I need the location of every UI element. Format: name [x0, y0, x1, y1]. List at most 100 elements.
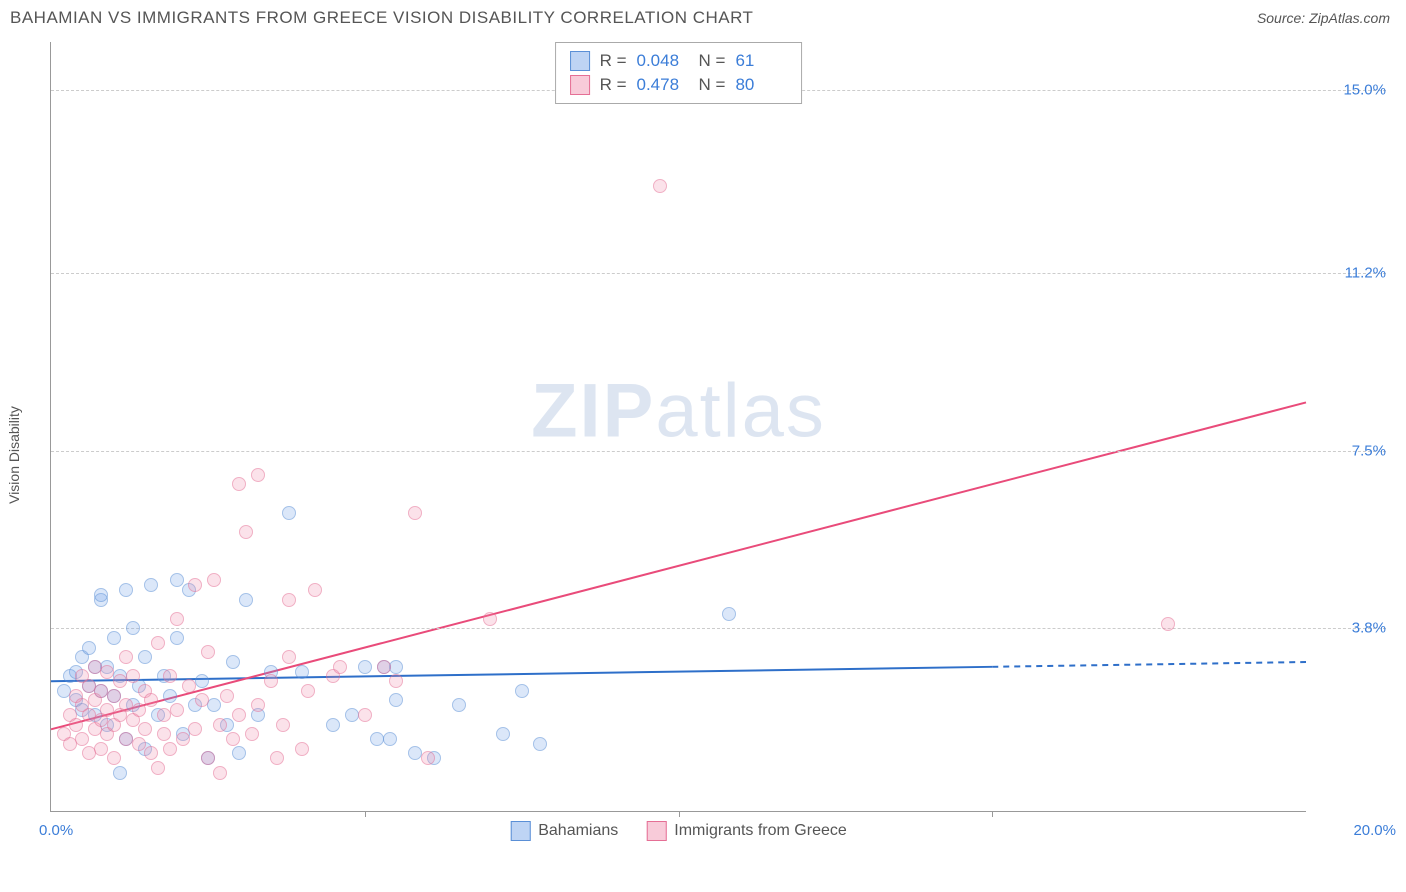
data-point	[251, 698, 265, 712]
data-point	[113, 766, 127, 780]
watermark: ZIPatlas	[531, 368, 826, 455]
data-point	[264, 674, 278, 688]
legend-swatch	[510, 821, 530, 841]
data-point	[270, 751, 284, 765]
data-point	[251, 468, 265, 482]
data-point	[138, 650, 152, 664]
data-point	[232, 708, 246, 722]
data-point	[232, 477, 246, 491]
data-point	[201, 645, 215, 659]
legend-swatch	[646, 821, 666, 841]
data-point	[295, 665, 309, 679]
gridline	[51, 451, 1386, 452]
r-label: R =	[600, 51, 627, 71]
y-tick-label: 11.2%	[1316, 264, 1386, 281]
y-tick-label: 7.5%	[1316, 442, 1386, 459]
trend-lines	[51, 42, 1306, 811]
legend-row: R = 0.048 N = 61	[570, 49, 788, 73]
data-point	[213, 766, 227, 780]
data-point	[301, 684, 315, 698]
legend-label: Immigrants from Greece	[674, 822, 846, 840]
data-point	[100, 665, 114, 679]
legend-swatch	[570, 51, 590, 71]
x-tick	[679, 811, 680, 817]
data-point	[282, 650, 296, 664]
x-tick	[992, 811, 993, 817]
data-point	[188, 722, 202, 736]
data-point	[144, 746, 158, 760]
data-point	[119, 650, 133, 664]
data-point	[82, 641, 96, 655]
data-point	[496, 727, 510, 741]
legend-item: Immigrants from Greece	[646, 821, 846, 841]
data-point	[452, 698, 466, 712]
n-value: 61	[735, 51, 787, 71]
watermark-rest: atlas	[655, 369, 826, 454]
data-point	[421, 751, 435, 765]
r-label: R =	[600, 75, 627, 95]
x-tick-label: 0.0%	[39, 822, 73, 839]
data-point	[377, 660, 391, 674]
data-point	[75, 732, 89, 746]
data-point	[151, 636, 165, 650]
gridline	[51, 273, 1386, 274]
legend-label: Bahamians	[538, 822, 618, 840]
legend-swatch	[570, 75, 590, 95]
data-point	[408, 506, 422, 520]
r-value: 0.478	[637, 75, 689, 95]
plot-area: ZIPatlas R = 0.048 N = 61 R = 0.478 N = …	[50, 42, 1306, 812]
data-point	[358, 660, 372, 674]
data-point	[220, 689, 234, 703]
legend-row: R = 0.478 N = 80	[570, 73, 788, 97]
data-point	[144, 578, 158, 592]
data-point	[170, 631, 184, 645]
data-point	[207, 698, 221, 712]
data-point	[126, 669, 140, 683]
watermark-bold: ZIP	[531, 369, 655, 454]
x-tick	[365, 811, 366, 817]
legend-item: Bahamians	[510, 821, 618, 841]
data-point	[176, 732, 190, 746]
n-value: 80	[735, 75, 787, 95]
n-label: N =	[699, 51, 726, 71]
data-point	[182, 679, 196, 693]
data-point	[282, 593, 296, 607]
data-point	[483, 612, 497, 626]
data-point	[107, 631, 121, 645]
data-point	[722, 607, 736, 621]
chart-header: BAHAMIAN VS IMMIGRANTS FROM GREECE VISIO…	[0, 0, 1406, 32]
data-point	[213, 718, 227, 732]
data-point	[170, 612, 184, 626]
data-point	[126, 621, 140, 635]
y-tick-label: 3.8%	[1316, 620, 1386, 637]
trend-line-dashed	[992, 662, 1306, 667]
x-tick-label: 20.0%	[1353, 822, 1396, 839]
chart-container: Vision Disability ZIPatlas R = 0.048 N =…	[10, 32, 1396, 862]
data-point	[163, 689, 177, 703]
data-point	[94, 588, 108, 602]
data-point	[389, 660, 403, 674]
correlation-legend: R = 0.048 N = 61 R = 0.478 N = 80	[555, 42, 803, 104]
data-point	[132, 737, 146, 751]
data-point	[333, 660, 347, 674]
data-point	[188, 578, 202, 592]
y-tick-label: 15.0%	[1316, 82, 1386, 99]
data-point	[358, 708, 372, 722]
data-point	[170, 703, 184, 717]
source-label: Source: ZipAtlas.com	[1257, 10, 1390, 26]
data-point	[515, 684, 529, 698]
data-point	[170, 573, 184, 587]
data-point	[94, 742, 108, 756]
data-point	[144, 693, 158, 707]
data-point	[308, 583, 322, 597]
y-axis-label: Vision Disability	[6, 406, 22, 504]
data-point	[295, 742, 309, 756]
data-point	[157, 727, 171, 741]
r-value: 0.048	[637, 51, 689, 71]
data-point	[282, 506, 296, 520]
chart-title: BAHAMIAN VS IMMIGRANTS FROM GREECE VISIO…	[10, 8, 753, 28]
data-point	[163, 669, 177, 683]
data-point	[107, 751, 121, 765]
data-point	[201, 751, 215, 765]
data-point	[245, 727, 259, 741]
